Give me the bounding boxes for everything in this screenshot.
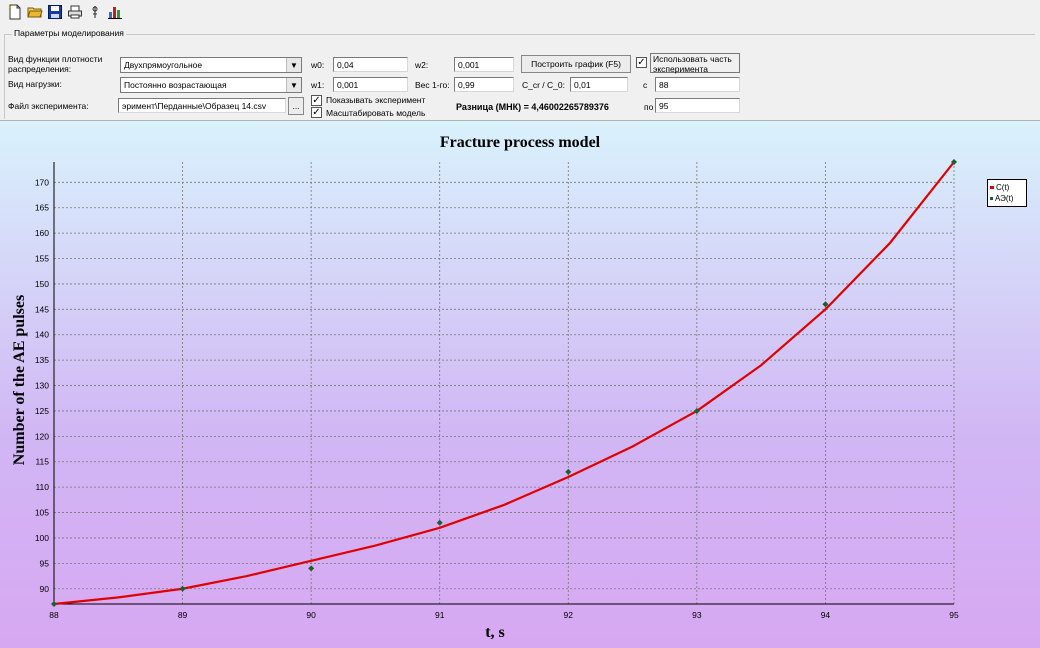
ccr-input[interactable]: 0,01 — [570, 77, 628, 92]
w0-input[interactable]: 0,04 — [333, 57, 408, 72]
range-end-input[interactable]: 95 — [655, 98, 740, 113]
use-part-label: Использовать часть эксперимента — [650, 53, 740, 74]
w1-label: w1: — [311, 80, 325, 90]
open-folder-icon[interactable] — [26, 3, 44, 21]
parameters-group — [4, 34, 1035, 119]
settings-icon[interactable] — [86, 3, 104, 21]
show-experiment-checkbox[interactable]: ✓ — [311, 95, 322, 106]
po-label: по — [644, 102, 654, 112]
density-select[interactable]: Двухпрямоугольное ▼ — [120, 57, 302, 73]
build-chart-button[interactable]: Построить график (F5) — [521, 55, 631, 73]
parameters-panel: Параметры моделирования Вид функции плот… — [0, 26, 1040, 120]
browse-button[interactable]: ... — [288, 97, 304, 115]
scale-model-label: Масштабировать модель — [326, 108, 426, 118]
legend-label-experiment: АЭ(t) — [995, 194, 1014, 203]
ccr-label: C_cr / C_0: — [522, 80, 565, 90]
density-label: Вид функции плотности распределения: — [8, 54, 103, 74]
chart-area — [0, 120, 1040, 648]
print-icon[interactable] — [66, 3, 84, 21]
load-select[interactable]: Постоянно возрастающая ▼ — [120, 77, 302, 93]
load-select-value: Постоянно возрастающая — [124, 80, 227, 90]
w0-label: w0: — [311, 60, 325, 70]
legend-swatch-model — [990, 186, 994, 189]
density-select-value: Двухпрямоугольное — [124, 60, 203, 70]
w2-label: w2: — [415, 60, 429, 70]
toolbar — [0, 0, 1040, 26]
legend-swatch-experiment — [990, 197, 993, 200]
load-label: Вид нагрузки: — [8, 79, 62, 89]
file-label: Файл эксперимента: — [8, 101, 89, 111]
new-file-icon[interactable] — [6, 3, 24, 21]
difference-text: Разница (МНК) = 4,46002265789376 — [456, 102, 609, 112]
c-label: c — [643, 80, 648, 90]
scale-model-checkbox[interactable]: ✓ — [311, 107, 322, 118]
w2-input[interactable]: 0,001 — [454, 57, 514, 72]
legend-item: АЭ(t) — [990, 193, 1024, 204]
weight-input[interactable]: 0,99 — [454, 77, 514, 92]
parameters-group-title: Параметры моделирования — [12, 28, 126, 38]
chevron-down-icon[interactable]: ▼ — [286, 78, 301, 92]
legend-label-model: C(t) — [996, 183, 1010, 192]
chart-icon[interactable] — [106, 3, 124, 21]
legend: C(t) АЭ(t) — [987, 179, 1027, 207]
show-experiment-label: Показывать эксперимент — [326, 95, 426, 105]
w1-input[interactable]: 0,001 — [333, 77, 408, 92]
legend-item: C(t) — [990, 182, 1024, 193]
weight-label: Вес 1-го: — [415, 80, 450, 90]
range-start-input[interactable]: 88 — [655, 77, 740, 92]
chart-title: Fracture process model — [439, 134, 601, 151]
use-part-checkbox[interactable]: ✓ — [636, 57, 647, 68]
chevron-down-icon[interactable]: ▼ — [286, 58, 301, 72]
file-path-input[interactable]: эримент\Перданные\Образец 14.csv — [118, 98, 286, 113]
save-icon[interactable] — [46, 3, 64, 21]
